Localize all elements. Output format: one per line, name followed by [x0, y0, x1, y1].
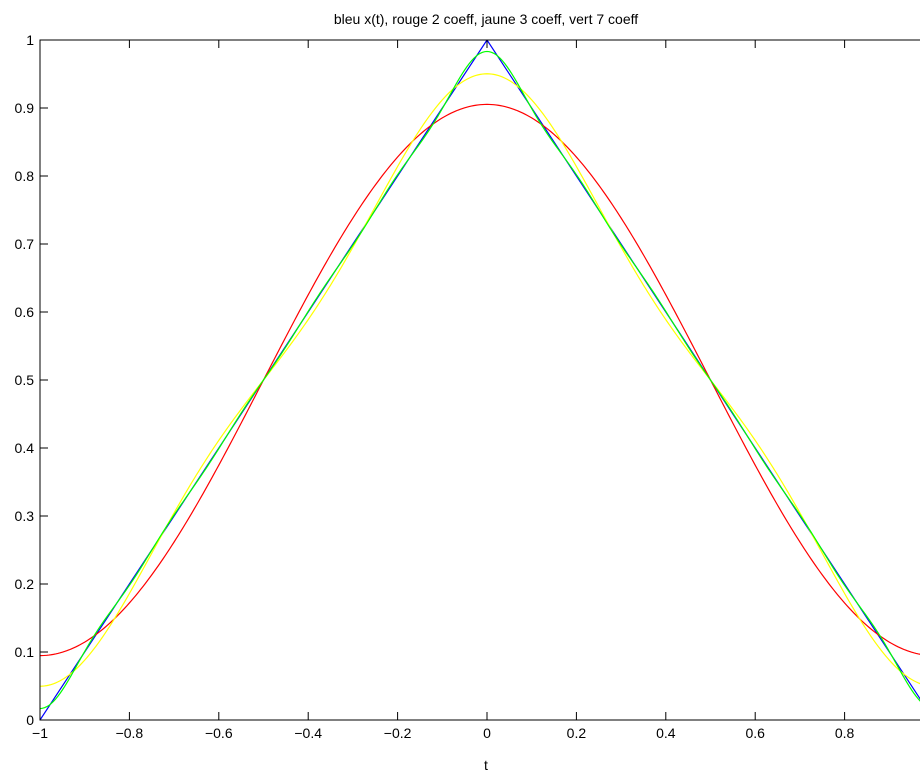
y-tick-label: 0.7 [15, 236, 35, 252]
x-tick-label: 0.8 [835, 725, 855, 741]
y-tick-label: 0.4 [15, 440, 35, 456]
y-tick-label: 1 [26, 32, 34, 48]
series-line-0 [40, 40, 920, 720]
series-layer [40, 40, 920, 720]
x-tick-label: −1 [32, 725, 48, 741]
y-tick-label: 0.9 [15, 100, 35, 116]
y-tick-label: 0 [26, 712, 34, 728]
y-tick-label: 0.1 [15, 644, 35, 660]
y-tick-label: 0.8 [15, 168, 35, 184]
x-axis-label: t [484, 757, 488, 773]
x-tick-label: −0.2 [384, 725, 412, 741]
series-line-2 [40, 73, 920, 687]
y-axis: 0 0.1 0.2 0.3 0.4 0.5 0.6 0.7 0.8 0.9 1 [15, 32, 48, 728]
y-tick-label: 0.6 [15, 304, 35, 320]
x-tick-label: −0.8 [116, 725, 144, 741]
y-tick-label: 0.3 [15, 508, 35, 524]
x-tick-label: −0.4 [294, 725, 322, 741]
x-tick-label: 0.6 [745, 725, 765, 741]
y-tick-label: 0.5 [15, 372, 35, 388]
x-tick-label: 0.2 [567, 725, 587, 741]
x-tick-label: 0.4 [656, 725, 676, 741]
chart-title: bleu x(t), rouge 2 coeff, jaune 3 coeff,… [334, 11, 638, 27]
x-tick-label: −0.6 [205, 725, 233, 741]
axes-box [39, 39, 920, 721]
x-tick-label: 0 [483, 725, 491, 741]
y-tick-label: 0.2 [15, 576, 35, 592]
x-axis: −1−0.8−0.6−0.4−0.200.20.40.60.81 [32, 40, 855, 741]
series-line-1 [40, 103, 920, 657]
series-line-3 [40, 50, 920, 710]
